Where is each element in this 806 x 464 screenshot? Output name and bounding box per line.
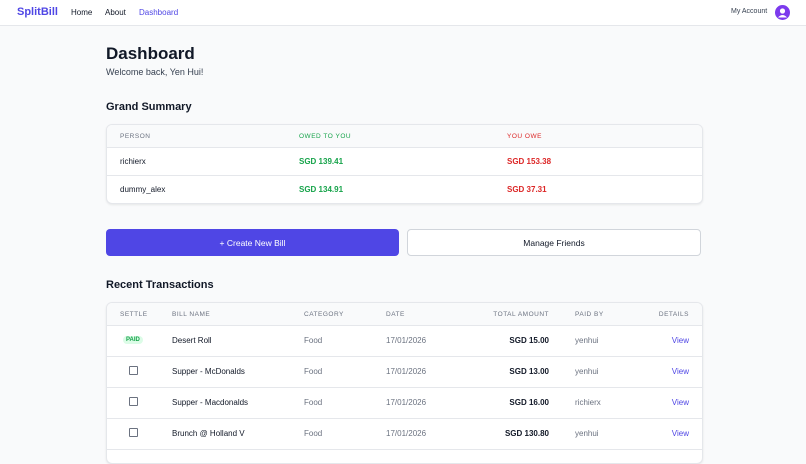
- cell: 17/01/2026: [386, 398, 427, 407]
- settle-checkbox[interactable]: [129, 428, 138, 437]
- cell: 17/01/2026: [386, 429, 427, 438]
- view-link[interactable]: View: [671, 398, 689, 407]
- account-link[interactable]: My Account: [731, 8, 768, 15]
- cell: 17/01/2026: [386, 336, 427, 345]
- cell: yenhui: [575, 336, 599, 345]
- table-row: Brunch @ Holland V Food 17/01/2026 SGD 130.…: [107, 418, 702, 450]
- column-header: SETTLE: [120, 311, 148, 318]
- settle-checkbox[interactable]: [129, 366, 138, 375]
- table-header: SETTLE BILL NAME CATEGORY DATE TOTAL AMOUNT P…: [107, 303, 702, 326]
- section-title: Recent Transactions: [106, 279, 214, 291]
- view-link[interactable]: View: [671, 367, 689, 376]
- cell: Supper - Macdonalds: [172, 398, 249, 407]
- nav-link[interactable]: Home: [71, 8, 93, 17]
- cell: Desert Roll: [172, 336, 212, 345]
- cell: SGD 37.31: [507, 185, 547, 194]
- cell: Food: [304, 367, 323, 376]
- nav-link[interactable]: Dashboard: [139, 8, 179, 17]
- avatar[interactable]: [775, 5, 790, 20]
- paid-badge: PAID: [123, 336, 143, 344]
- cell: Supper - McDonalds: [172, 367, 245, 376]
- cell: yenhui: [575, 429, 599, 438]
- column-header: DATE: [386, 311, 405, 318]
- column-header: TOTAL AMOUNT: [493, 311, 549, 318]
- column-header: PERSON: [120, 133, 151, 140]
- table-row: richierx SGD 139.41 SGD 153.38: [107, 147, 702, 176]
- column-header: YOU OWE: [507, 133, 542, 140]
- cell: Brunch @ Holland V: [172, 429, 245, 438]
- page-title: Dashboard: [106, 44, 195, 63]
- cell: SGD 134.91: [299, 185, 344, 194]
- cell: richierx: [120, 157, 146, 166]
- column-header: DETAILS: [658, 311, 689, 318]
- table-row: Supper - Macdonalds Food 17/01/2026 SGD 16.…: [107, 387, 702, 419]
- cell: Food: [304, 398, 323, 407]
- nav-link[interactable]: About: [105, 8, 126, 17]
- cell: SGD 13.00: [509, 367, 549, 376]
- navbar: SplitBill Home About Dashboard My Accoun…: [0, 0, 806, 26]
- manage-friends-button[interactable]: Manage Friends: [407, 229, 701, 256]
- cell: SGD 15.00: [509, 336, 549, 345]
- summary-table: PERSON OWED TO YOU YOU OWE richierx SGD 139.…: [106, 124, 703, 204]
- view-link[interactable]: View: [671, 336, 689, 345]
- cell: Food: [304, 336, 323, 345]
- table-header: PERSON OWED TO YOU YOU OWE: [107, 125, 702, 148]
- cell: richierx: [575, 398, 601, 407]
- brand[interactable]: SplitBill: [17, 6, 58, 18]
- cell: dummy_alex: [120, 185, 166, 194]
- column-header: BILL NAME: [172, 311, 211, 318]
- view-link[interactable]: View: [671, 429, 689, 438]
- cell: SGD 153.38: [507, 157, 552, 166]
- cell: 17/01/2026: [386, 367, 427, 376]
- welcome: Welcome back, Yen Hui!: [106, 67, 204, 77]
- column-header: OWED TO YOU: [299, 133, 352, 140]
- transactions-table: SETTLE BILL NAME CATEGORY DATE TOTAL AMOUNT P…: [106, 302, 703, 464]
- cell: Food: [304, 429, 323, 438]
- column-header: CATEGORY: [304, 311, 344, 318]
- section-title: Grand Summary: [106, 101, 192, 113]
- table-row: dummy_alex SGD 134.91 SGD 37.31: [107, 175, 702, 203]
- table-row: PAID Desert Roll Food 17/01/2026 SGD 15.00 ye…: [107, 325, 702, 357]
- settle-checkbox[interactable]: [129, 397, 138, 406]
- cell: SGD 139.41: [299, 157, 344, 166]
- column-header: PAID BY: [575, 311, 604, 318]
- cell: yenhui: [575, 367, 599, 376]
- table-row: Supper - McDonalds Food 17/01/2026 SGD 13.0…: [107, 356, 702, 388]
- cell: SGD 130.80: [504, 429, 549, 438]
- create-bill-button[interactable]: + Create New Bill: [106, 229, 399, 256]
- cell: SGD 16.00: [509, 398, 549, 407]
